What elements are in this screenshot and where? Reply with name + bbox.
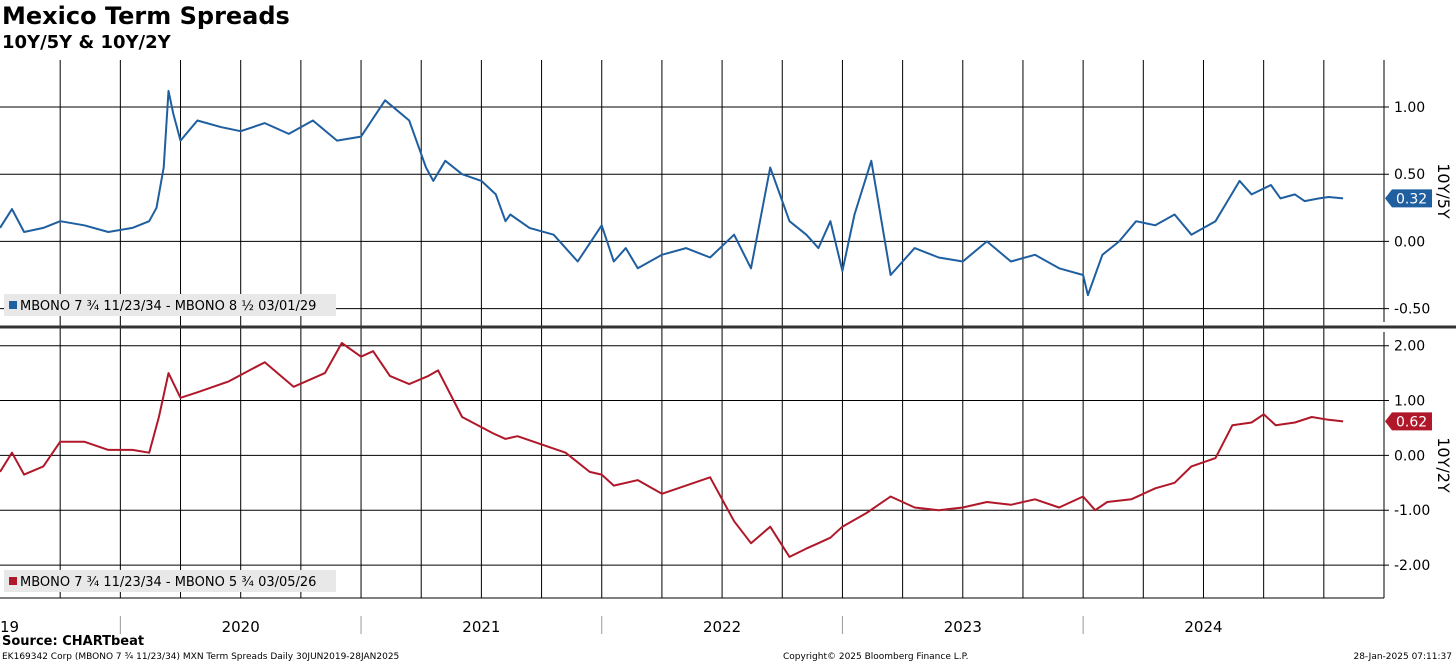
y-tick-label: -0.50	[1394, 302, 1430, 318]
footer-copyright: Copyright© 2025 Bloomberg Finance L.P.	[783, 652, 969, 662]
source-note: Source: CHARTbeat	[2, 634, 145, 649]
y-tick-label: 2.00	[1394, 339, 1425, 355]
y-tick-label: -2.00	[1394, 558, 1430, 574]
y-axis-title: 10Y/2Y	[1434, 437, 1453, 493]
series-line	[0, 89, 1344, 297]
legend-swatch	[9, 301, 17, 309]
last-value-label: 0.32	[1396, 191, 1427, 207]
x-tick-label: 2024	[1184, 618, 1222, 636]
x-tick-label: 2023	[944, 618, 982, 636]
legend-label: MBONO 7 ¾ 11/23/34 - MBONO 8 ½ 03/01/29	[20, 299, 316, 314]
y-tick-label: 0.50	[1394, 167, 1425, 183]
y-tick-label: 0.00	[1394, 234, 1425, 250]
last-value-label: 0.62	[1396, 414, 1427, 430]
last-value-tag	[1385, 412, 1432, 431]
x-tick-label: 2019	[0, 618, 19, 636]
footer-timestamp: 28-Jan-2025 07:11:37	[1353, 652, 1452, 662]
series-line	[0, 342, 1344, 558]
y-axis-title: 10Y/5Y	[1434, 163, 1453, 219]
chart-subtitle: 10Y/5Y & 10Y/2Y	[2, 32, 171, 53]
legend-box	[4, 570, 336, 592]
y-tick-label: 1.00	[1394, 100, 1425, 116]
legend-swatch	[9, 577, 17, 585]
last-value-tag	[1385, 189, 1432, 208]
x-tick-label: 2022	[703, 618, 741, 636]
y-tick-label: -1.00	[1394, 503, 1430, 519]
legend-box	[4, 294, 336, 316]
legend-label: MBONO 7 ¾ 11/23/34 - MBONO 5 ¾ 03/05/26	[20, 575, 316, 590]
footer-ticker: EK169342 Corp (MBONO 7 ¾ 11/23/34) MXN T…	[2, 652, 400, 662]
chart-title: Mexico Term Spreads	[2, 2, 290, 30]
y-tick-label: 0.00	[1394, 448, 1425, 464]
x-tick-label: 2020	[222, 618, 260, 636]
x-tick-label: 2021	[462, 618, 500, 636]
y-tick-label: 1.00	[1394, 394, 1425, 410]
